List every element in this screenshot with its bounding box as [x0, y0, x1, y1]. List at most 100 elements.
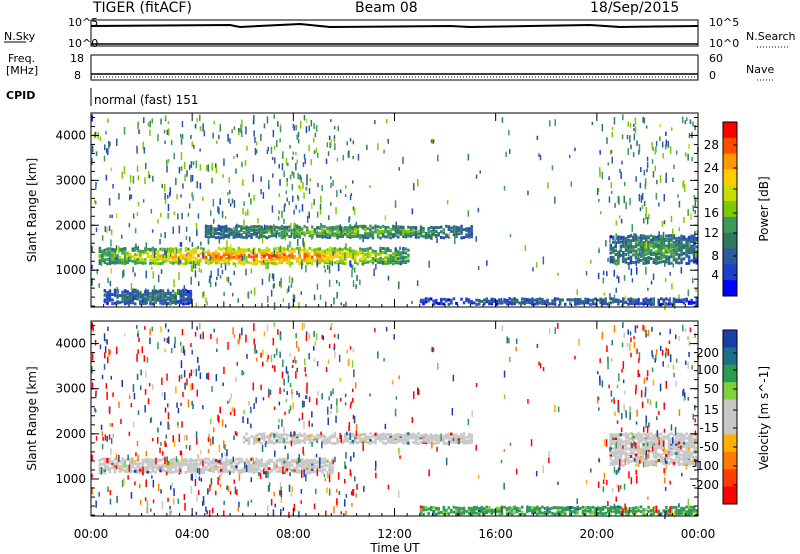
- data-cell: [207, 249, 210, 253]
- data-cell: [685, 297, 688, 301]
- data-cell: [179, 247, 182, 251]
- data-cell: [232, 464, 236, 468]
- noise-cell: [336, 279, 338, 284]
- data-cell: [652, 444, 655, 448]
- data-cell: [682, 441, 686, 445]
- noise-cell: [250, 268, 253, 274]
- data-cell: [685, 436, 688, 440]
- data-cell: [156, 256, 160, 260]
- noise-cell: [169, 253, 172, 257]
- data-cell: [346, 436, 349, 440]
- noise-cell: [190, 265, 193, 272]
- data-cell: [465, 299, 468, 303]
- noise-cell: [665, 139, 668, 147]
- nsearch-tick-bottom: 10^0: [709, 37, 740, 50]
- data-cell: [250, 225, 253, 229]
- data-cell: [609, 439, 612, 443]
- data-cell: [187, 291, 190, 295]
- data-cell: [295, 231, 299, 235]
- noise-cell: [127, 256, 130, 262]
- data-cell: [149, 458, 152, 462]
- noise-cell: [308, 211, 310, 215]
- noise-cell: [436, 238, 438, 243]
- data-cell: [442, 507, 446, 511]
- data-cell: [379, 259, 382, 263]
- noise-cell: [91, 145, 94, 153]
- data-cell: [692, 252, 696, 255]
- data-cell: [657, 251, 660, 255]
- data-cell: [265, 460, 268, 464]
- data-cell: [237, 461, 241, 464]
- data-cell: [278, 433, 281, 437]
- data-cell: [680, 439, 683, 443]
- data-cell: [260, 460, 263, 464]
- data-cell: [374, 439, 377, 443]
- data-cell: [207, 457, 210, 461]
- data-cell: [98, 462, 102, 466]
- data-cell: [576, 300, 580, 304]
- data-cell: [194, 460, 198, 464]
- noise-cell: [196, 259, 199, 265]
- data-cell: [192, 256, 195, 260]
- data-cell: [412, 231, 415, 235]
- noise-cell: [288, 409, 290, 414]
- noise-cell: [428, 469, 430, 477]
- data-cell: [217, 254, 220, 258]
- data-cell: [627, 442, 630, 446]
- data-cell: [207, 236, 210, 239]
- data-cell: [657, 454, 660, 458]
- data-cell: [422, 505, 425, 509]
- data-cell: [154, 289, 157, 293]
- data-cell: [273, 228, 276, 232]
- data-cell: [214, 261, 218, 265]
- data-cell: [614, 454, 617, 458]
- data-cell: [331, 230, 334, 234]
- data-cell: [682, 434, 686, 438]
- data-cell: [121, 261, 124, 265]
- data-cell: [295, 224, 299, 228]
- noise-cell: [687, 498, 690, 506]
- data-cell: [149, 470, 152, 474]
- data-cell: [126, 292, 129, 296]
- data-cell: [495, 506, 499, 510]
- data-cell: [159, 458, 162, 462]
- data-cell: [429, 436, 433, 440]
- noise-cell: [244, 211, 247, 216]
- data-cell: [682, 298, 686, 302]
- data-cell: [670, 511, 673, 514]
- data-cell: [414, 433, 418, 437]
- data-cell: [349, 234, 352, 238]
- data-cell: [680, 248, 683, 252]
- noise-cell: [137, 329, 139, 337]
- noise-cell: [634, 117, 637, 125]
- nave-label: Nave: [746, 63, 775, 76]
- data-cell: [639, 254, 643, 258]
- data-cell: [174, 247, 177, 251]
- data-cell: [270, 234, 274, 238]
- data-cell: [149, 300, 152, 304]
- data-cell: [647, 256, 650, 259]
- data-cell: [313, 228, 317, 232]
- noise-cell: [110, 239, 112, 247]
- data-cell: [280, 252, 284, 256]
- data-cell: [328, 226, 332, 230]
- data-cell: [326, 248, 329, 252]
- data-cell: [601, 512, 605, 516]
- data-cell: [283, 433, 286, 436]
- data-cell: [422, 298, 425, 302]
- data-cell: [306, 226, 309, 230]
- data-cell: [680, 510, 683, 514]
- data-cell: [442, 441, 446, 445]
- noise-cell: [129, 175, 132, 183]
- noise-cell: [620, 171, 622, 179]
- noise-cell: [273, 145, 276, 150]
- noise-cell: [227, 192, 229, 196]
- noise-cell: [639, 207, 642, 212]
- data-cell: [399, 253, 403, 256]
- data-cell: [404, 255, 408, 259]
- data-cell: [614, 249, 617, 253]
- data-cell: [649, 243, 653, 247]
- data-cell: [161, 457, 165, 461]
- data-cell: [111, 464, 114, 467]
- data-cell: [675, 243, 678, 247]
